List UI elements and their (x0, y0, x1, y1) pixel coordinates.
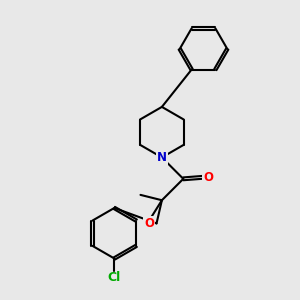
Text: O: O (144, 217, 154, 230)
Text: O: O (203, 171, 213, 184)
Text: N: N (157, 151, 167, 164)
Text: Cl: Cl (108, 271, 121, 284)
